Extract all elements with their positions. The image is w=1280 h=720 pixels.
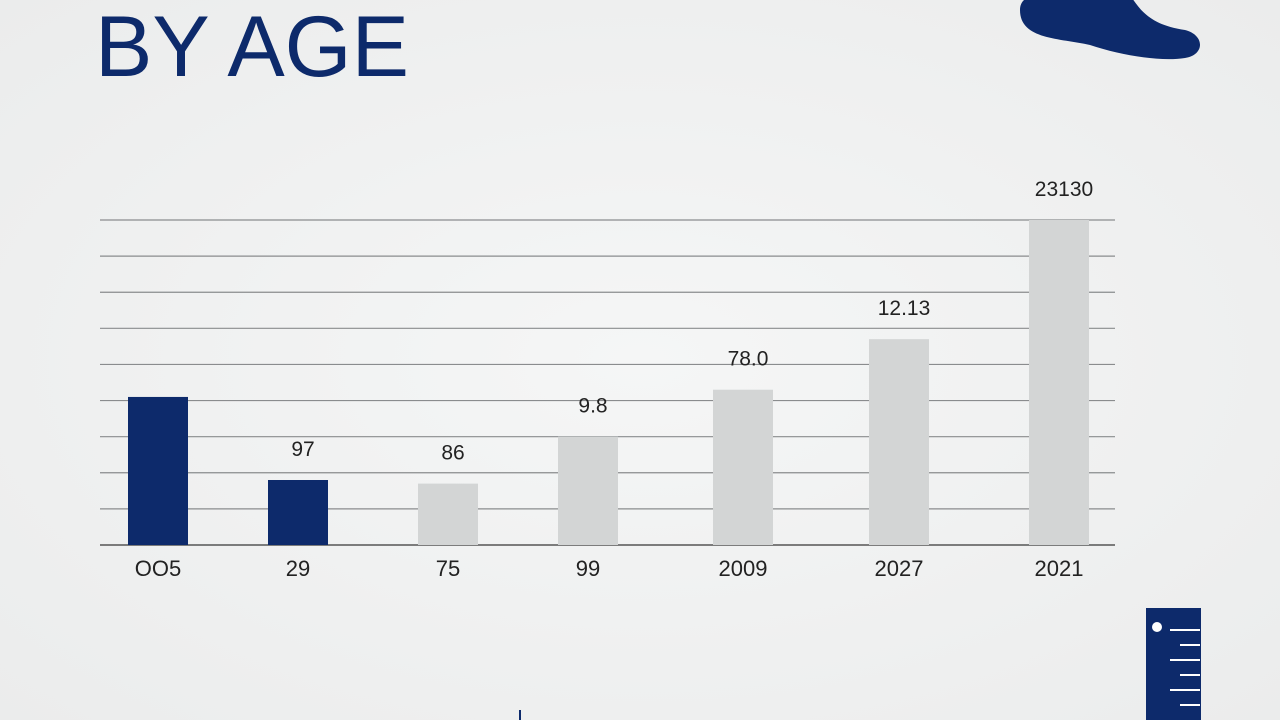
data-label: 86 xyxy=(441,442,464,465)
x-tick-label: 99 xyxy=(576,556,600,581)
chart-title: BY AGE xyxy=(95,0,409,95)
bar xyxy=(869,339,929,545)
data-label: 97 xyxy=(291,438,314,461)
data-label: 9.8 xyxy=(578,395,607,418)
x-tick-label: 2027 xyxy=(875,556,924,581)
data-label: 12.13 xyxy=(878,297,931,320)
bar xyxy=(268,480,328,545)
ruler-icon xyxy=(1146,608,1201,720)
data-label: 23130 xyxy=(1035,178,1093,201)
x-tick-label: 75 xyxy=(436,556,460,581)
x-tick-label: 2009 xyxy=(719,556,768,581)
x-tick-label: 2021 xyxy=(1035,556,1084,581)
x-tick-label: 29 xyxy=(286,556,310,581)
data-label: 78.0 xyxy=(728,348,769,371)
bar xyxy=(418,483,478,545)
bar xyxy=(128,396,188,545)
foot-icon xyxy=(1020,0,1200,60)
bar xyxy=(1029,220,1089,545)
bar xyxy=(558,436,618,545)
x-tick-label: OO5 xyxy=(135,556,181,581)
bar xyxy=(713,389,773,545)
